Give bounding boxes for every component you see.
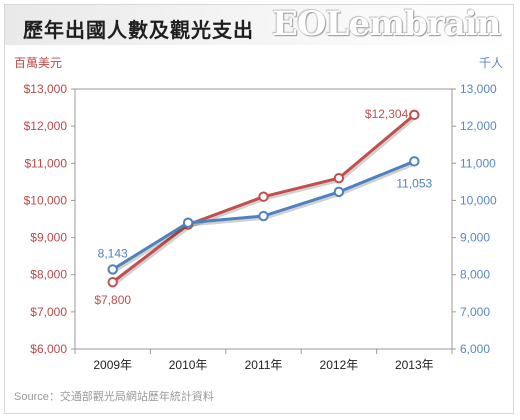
left-axis-tick-label: $11,000: [25, 156, 68, 170]
left-axis-tick-label: $13,000: [24, 82, 68, 96]
left-axis-tick-label: $7,000: [30, 305, 67, 319]
series-point-left: [258, 191, 269, 202]
right-axis-tick-label: 13,000: [460, 82, 497, 96]
right-axis-tick-label: 6,000: [460, 342, 490, 356]
left-axis-tick-label: $8,000: [30, 268, 67, 282]
x-axis-tick-label: 2010年: [169, 358, 208, 372]
x-axis-tick-label: 2012年: [320, 358, 359, 372]
left-axis-tick-label: $9,000: [30, 231, 67, 245]
data-label-right: 11,053: [396, 176, 432, 190]
series-point-left: [333, 172, 345, 184]
left-axis-tick-label: $12,000: [24, 119, 68, 133]
right-axis-unit: 千人: [479, 56, 503, 70]
series-point-right: [409, 156, 420, 167]
brand-watermark: EOLembrain: [272, 4, 501, 44]
data-label-right: 8,143: [98, 246, 128, 260]
right-axis-tick-label: 11,000: [460, 156, 496, 170]
data-label-left: $7,800: [94, 293, 131, 307]
series-point-right: [182, 217, 194, 228]
series-point-right: [258, 210, 269, 222]
series-point-right: [333, 186, 345, 198]
right-axis-tick-label: 12,000: [460, 119, 497, 133]
right-axis-tick-label: 8,000: [460, 268, 490, 282]
left-axis-unit: 百萬美元: [14, 56, 62, 70]
x-axis-tick-label: 2013年: [395, 358, 434, 372]
title-bar: 歷年出國人數及觀光支出: [5, 5, 513, 45]
left-axis-tick-label: $6,000: [30, 342, 67, 356]
series-point-left: [107, 276, 118, 288]
series-point-right: [107, 264, 118, 275]
right-axis-tick-label: 10,000: [460, 193, 497, 207]
x-axis-tick-label: 2011年: [245, 358, 283, 372]
right-axis-tick-label: 7,000: [460, 305, 490, 319]
plot-border: [74, 88, 453, 350]
chart-frame: [4, 4, 514, 414]
series-point-left: [409, 109, 420, 121]
left-axis-tick-label: $10,000: [24, 193, 68, 207]
source-note: Source：交通部觀光局網站歷年統計資料: [14, 391, 214, 403]
x-axis-tick-label: 2009年: [93, 358, 132, 372]
chart-title: 歷年出國人數及觀光支出: [23, 20, 254, 42]
right-axis-tick-label: 9,000: [460, 231, 490, 245]
data-label-left: $12,304: [365, 107, 409, 121]
